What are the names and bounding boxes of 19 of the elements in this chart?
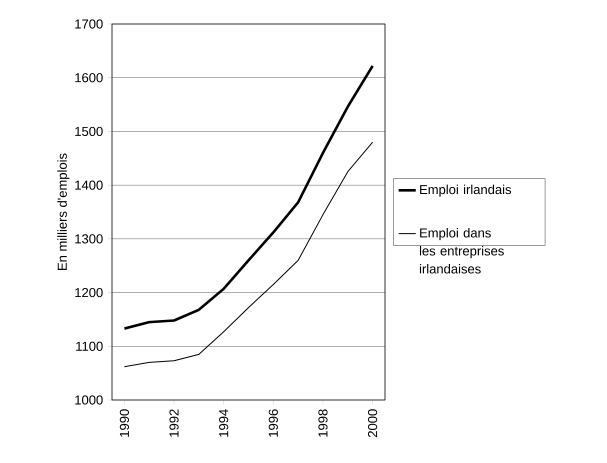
y-tick-label: 1000 <box>75 395 103 405</box>
x-tick-label: 1998 <box>318 409 328 437</box>
y-tick-label: 1100 <box>76 342 103 351</box>
line-series <box>124 142 374 368</box>
x-tick-label: 2000 <box>368 409 378 438</box>
x-tick-label: 1994 <box>219 409 228 437</box>
y-tick-label: 1400 <box>75 180 103 190</box>
x-tick-label: 1992 <box>169 409 179 437</box>
y-tick-label: 1200 <box>75 288 103 298</box>
y-tick-label: 1600 <box>75 73 103 82</box>
y-tick-label: 1700 <box>75 19 103 29</box>
x-tick-label: 1990 <box>120 409 130 437</box>
y-tick-label: 1500 <box>75 126 103 136</box>
legend-label: Emploi irlandais <box>420 184 512 197</box>
y-tick-label: 1300 <box>75 234 103 244</box>
line-series <box>123 64 374 330</box>
legend-label: Emploi dans les entreprises irlandaises <box>420 228 504 274</box>
x-tick-label: 1996 <box>268 409 278 437</box>
y-axis-title: En milliers d'emplois <box>57 153 70 270</box>
